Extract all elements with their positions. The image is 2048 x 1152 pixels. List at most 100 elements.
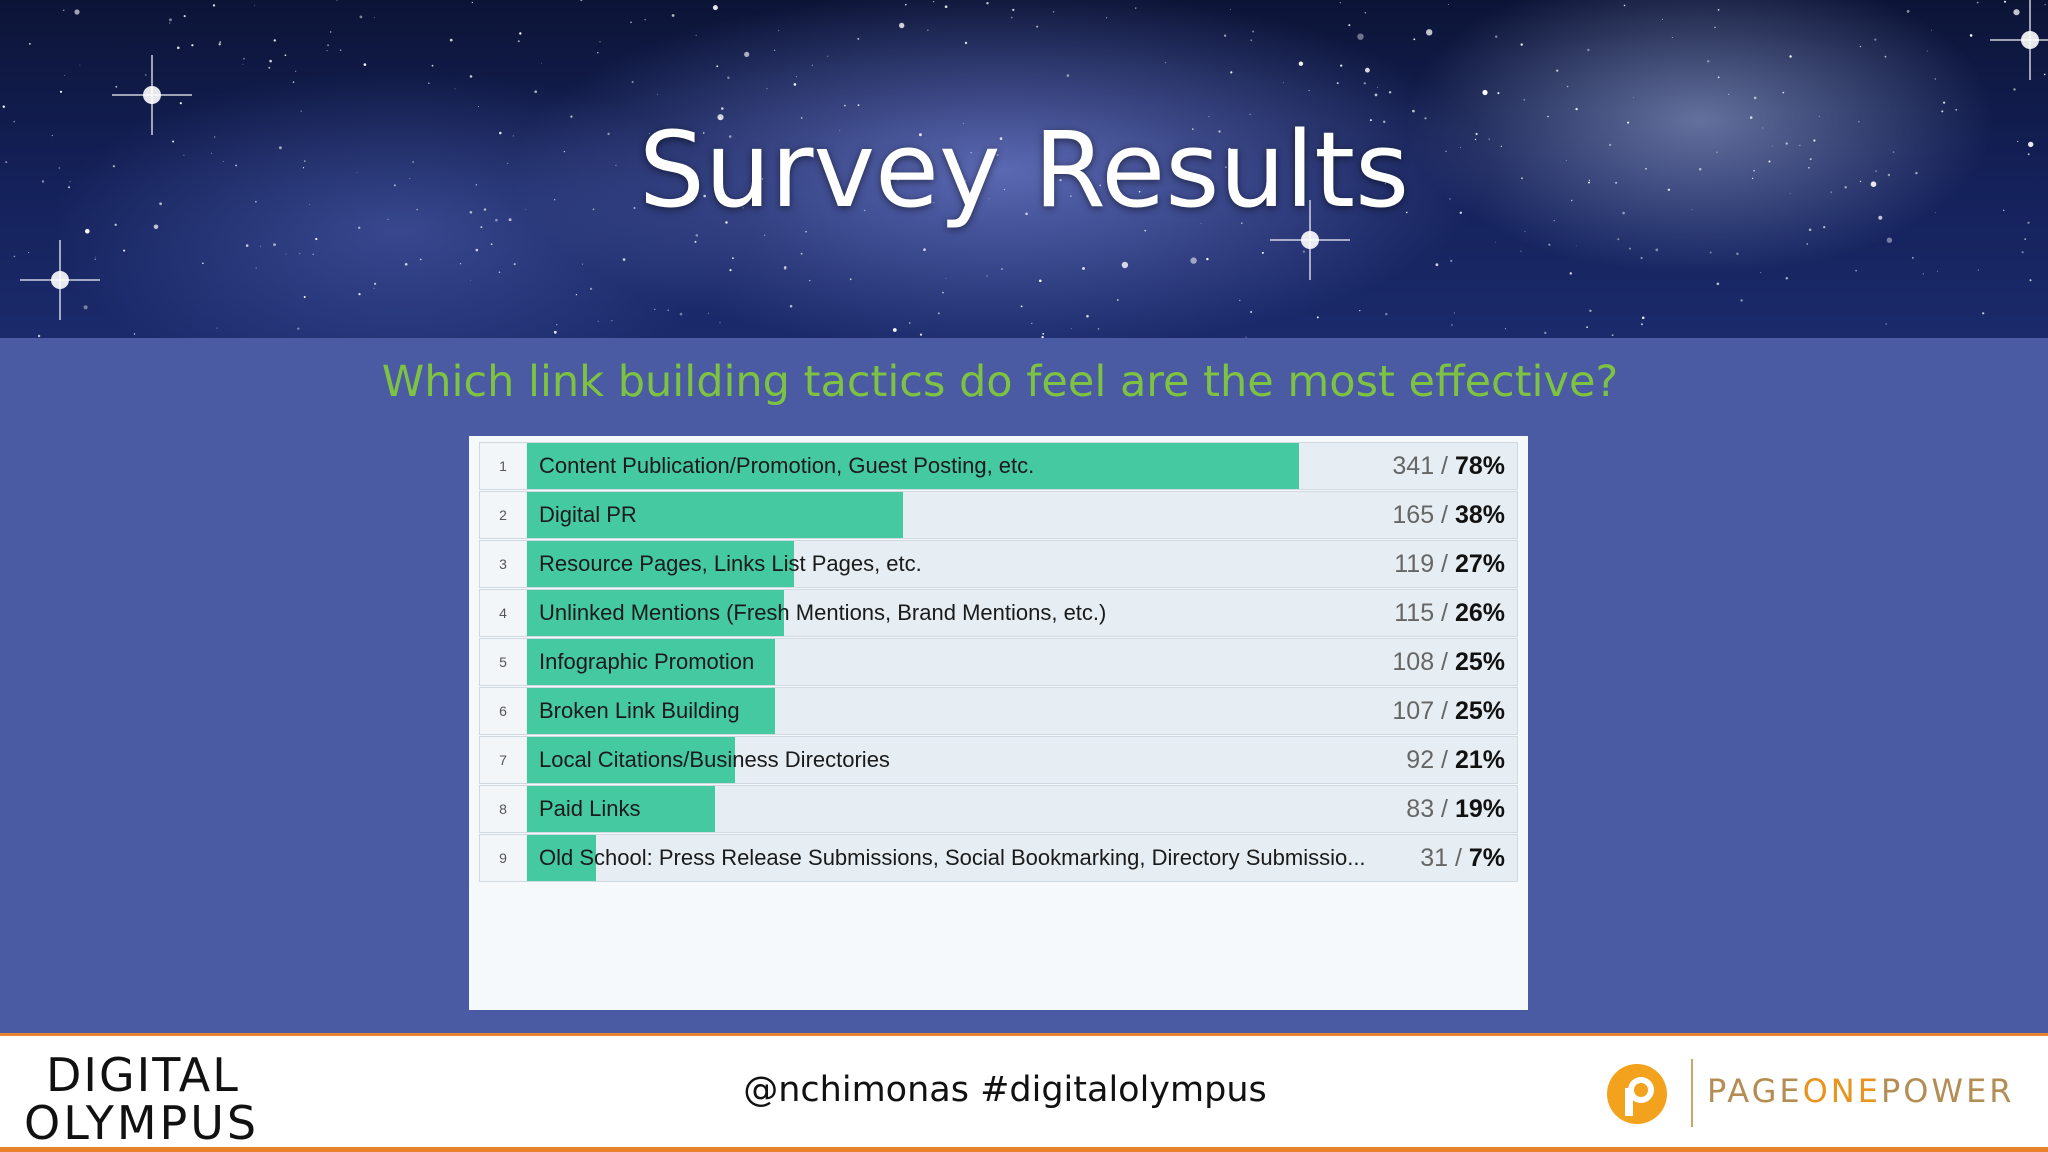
star <box>1003 188 1006 191</box>
star <box>483 208 487 211</box>
star <box>1565 160 1567 161</box>
star <box>1369 119 1372 122</box>
star <box>1906 10 1910 13</box>
star <box>284 54 287 56</box>
logo-word-one: ONE <box>1802 1072 1881 1110</box>
star <box>1066 74 1070 77</box>
chart-row: 1 Content Publication/Promotion, Guest Po… <box>479 442 1518 490</box>
star <box>416 208 418 211</box>
result-stat: 165 / 38% <box>1392 492 1505 538</box>
star <box>1575 107 1578 111</box>
star <box>1426 29 1433 36</box>
star <box>563 150 566 153</box>
star <box>153 224 159 230</box>
star <box>839 130 841 132</box>
star <box>1206 257 1209 261</box>
star <box>115 85 118 88</box>
star <box>222 161 224 163</box>
star <box>857 104 860 106</box>
star <box>728 135 732 138</box>
star <box>1504 328 1506 330</box>
star <box>1809 158 1812 161</box>
star <box>1082 267 1085 270</box>
star <box>1383 120 1386 124</box>
tactic-label: Resource Pages, Links List Pages, etc. <box>539 551 922 576</box>
star <box>1059 179 1062 182</box>
star <box>1339 1 1341 4</box>
star <box>1099 184 1102 187</box>
survey-question: Which link building tactics do feel are … <box>381 357 1619 407</box>
response-count: 341 <box>1392 452 1435 480</box>
star <box>336 0 338 1</box>
star <box>83 305 88 310</box>
star <box>695 234 699 237</box>
star <box>773 49 776 51</box>
star <box>2044 4 2046 6</box>
star <box>1716 282 1720 286</box>
star <box>409 178 411 179</box>
star <box>1698 167 1702 171</box>
star <box>597 52 599 54</box>
result-bar <box>527 541 794 587</box>
star <box>844 104 846 107</box>
star <box>1261 251 1264 254</box>
star <box>255 201 257 203</box>
star <box>508 218 512 222</box>
star <box>1874 38 1877 41</box>
star <box>219 41 222 44</box>
star <box>1412 109 1415 113</box>
response-percent: 26% <box>1454 599 1505 627</box>
star <box>1080 141 1083 144</box>
star <box>1575 245 1577 247</box>
star <box>356 172 358 173</box>
star <box>1405 211 1408 214</box>
star <box>556 324 558 326</box>
chart-row: 6 Broken Link Building 107 / 25% <box>479 687 1518 735</box>
star <box>1887 173 1891 177</box>
star <box>499 131 502 135</box>
star <box>1736 252 1739 256</box>
star <box>114 223 117 226</box>
star <box>1789 55 1792 58</box>
star <box>144 74 147 76</box>
star <box>944 5 948 8</box>
logo-divider <box>1691 1059 1693 1127</box>
star <box>793 83 797 86</box>
star <box>303 160 306 163</box>
star <box>654 308 656 311</box>
star <box>1106 17 1108 19</box>
star <box>712 5 718 11</box>
star <box>1976 1 1979 4</box>
star <box>1336 82 1339 84</box>
star <box>932 0 935 3</box>
star <box>498 271 501 274</box>
response-count: 165 <box>1392 501 1435 529</box>
star <box>1969 34 1973 37</box>
star <box>480 226 483 229</box>
star <box>1892 151 1895 153</box>
star <box>933 202 935 204</box>
star <box>1020 305 1023 308</box>
star <box>1740 299 1743 302</box>
star <box>339 49 342 51</box>
star <box>507 162 509 164</box>
star <box>1859 45 1862 48</box>
tactic-label: Local Citations/Business Directories <box>539 747 890 772</box>
star <box>1283 82 1284 84</box>
star <box>732 257 734 259</box>
star <box>970 152 972 154</box>
twitter-handle: @nchimonas #digitalolympus <box>743 1070 1267 1110</box>
star <box>2043 73 2046 76</box>
result-stat: 115 / 26% <box>1394 590 1505 636</box>
result-bar <box>527 835 596 881</box>
star <box>1385 312 1388 316</box>
star <box>393 184 396 187</box>
star <box>177 46 180 50</box>
star <box>2029 279 2032 282</box>
star <box>725 221 728 224</box>
star <box>1622 211 1625 215</box>
star <box>800 252 803 255</box>
star <box>1717 76 1720 79</box>
star <box>923 248 926 251</box>
star <box>630 21 632 24</box>
